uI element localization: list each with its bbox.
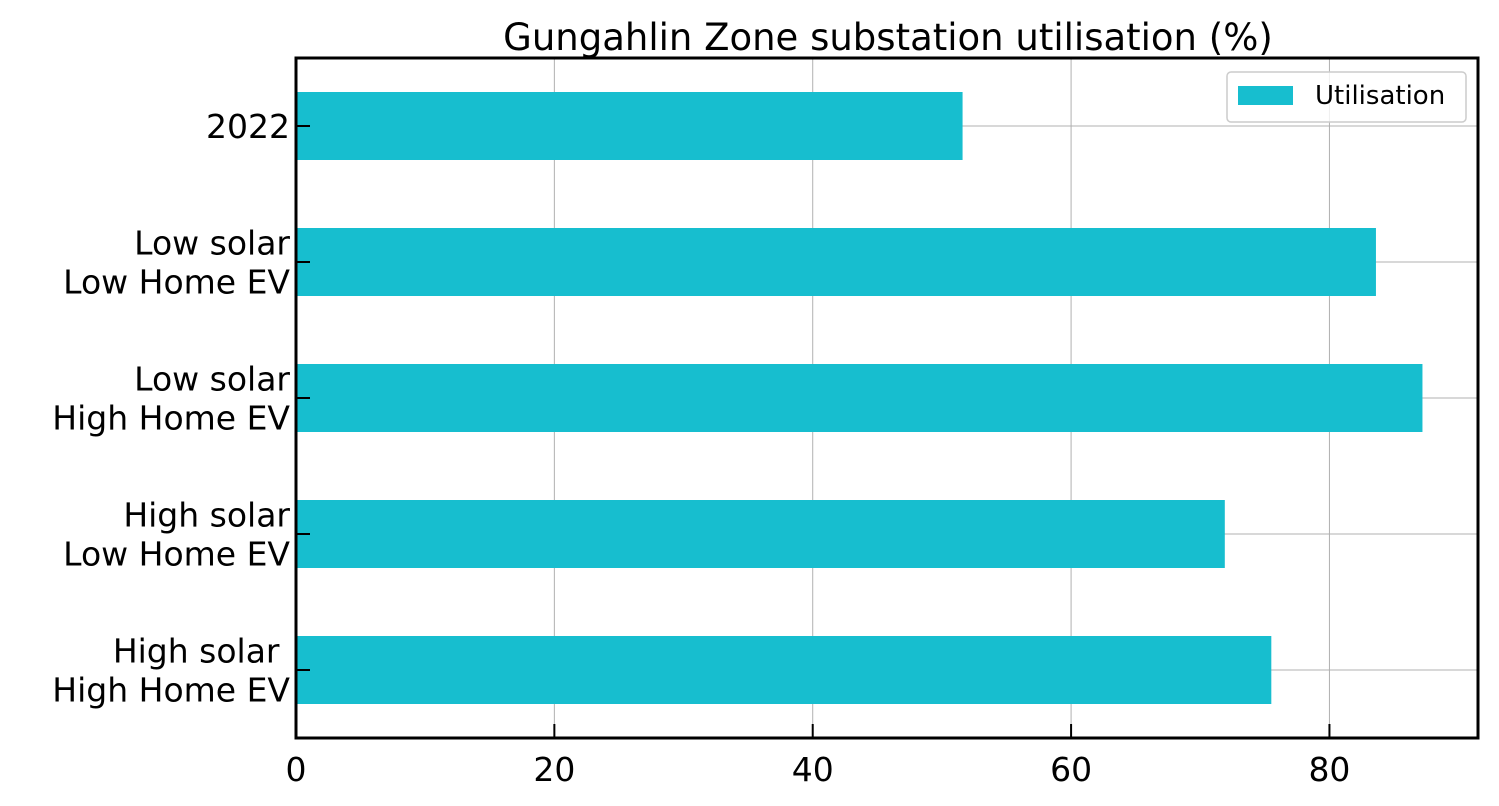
x-tick-label: 20: [533, 750, 575, 789]
category-label: High solar Low Home EV: [63, 496, 290, 574]
legend-swatch: [1238, 86, 1293, 105]
category-label: High solar High Home EV: [52, 632, 290, 710]
category-label: 2022: [206, 107, 290, 146]
bar: [296, 92, 963, 160]
x-axis-ticks: 0 20 40 60 80: [286, 724, 1350, 789]
bar: [296, 636, 1272, 704]
bar: [296, 500, 1225, 568]
legend-label: Utilisation: [1315, 81, 1445, 111]
category-label: Low solar High Home EV: [52, 360, 290, 438]
plot-frame: [294, 56, 1480, 740]
chart-title: Gungahlin Zone substation utilisation (%…: [503, 16, 1273, 59]
x-tick-label: 40: [792, 750, 834, 789]
bar: [296, 364, 1423, 432]
legend: Utilisation: [1226, 71, 1467, 123]
x-tick-label: 60: [1050, 750, 1092, 789]
bar: [296, 228, 1376, 296]
x-tick-label: 0: [286, 750, 307, 789]
x-tick-label: 80: [1308, 750, 1350, 789]
category-labels: 2022 Low solar Low Home EV Low solar High Ho…: [52, 107, 310, 710]
bar-layer: [296, 92, 1423, 704]
category-label: Low solar Low Home EV: [63, 224, 290, 302]
legend-box: [1226, 71, 1467, 123]
